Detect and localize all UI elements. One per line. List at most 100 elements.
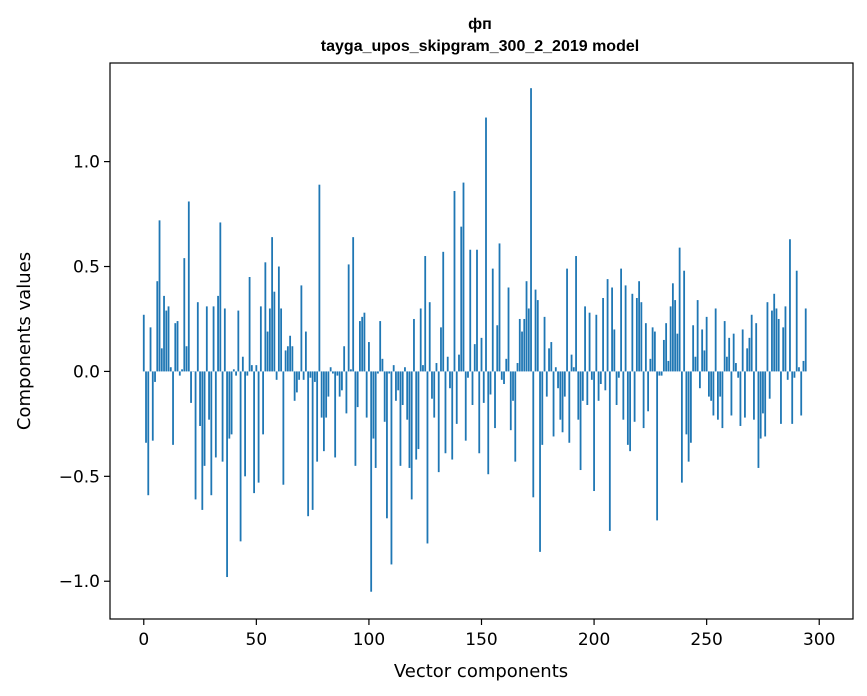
bar (208, 371, 210, 420)
x-tick-label: 200 (578, 630, 610, 650)
bar (566, 268, 568, 372)
bar (568, 371, 571, 443)
bar (437, 371, 440, 473)
x-axis-label: Vector components (394, 661, 568, 682)
bar (163, 295, 165, 372)
bar (552, 371, 555, 437)
bar (595, 314, 598, 372)
bar (703, 350, 706, 372)
bar (214, 371, 217, 458)
bar (174, 323, 177, 372)
bar (572, 367, 575, 372)
bar (651, 327, 654, 372)
bar (660, 371, 663, 376)
bar (590, 371, 593, 380)
bar (458, 354, 460, 372)
bar (266, 331, 269, 372)
bar (611, 287, 613, 372)
bar (534, 289, 537, 372)
bar (775, 308, 778, 372)
bar (446, 356, 449, 372)
bar (147, 371, 150, 496)
bar (570, 354, 573, 372)
bar (804, 308, 807, 372)
bar (498, 243, 501, 372)
bar (361, 316, 364, 372)
bar (343, 346, 346, 372)
bar (464, 371, 467, 441)
bar (644, 323, 647, 372)
bar (795, 270, 798, 372)
bar (525, 281, 528, 372)
bar (415, 371, 418, 460)
bar (545, 371, 548, 397)
bar (485, 117, 487, 372)
bar (753, 371, 755, 420)
bar (334, 371, 337, 458)
bar (322, 371, 325, 452)
bar (631, 293, 634, 372)
bar (325, 371, 328, 418)
bar (741, 329, 744, 372)
bar (304, 331, 307, 372)
bar (512, 371, 514, 401)
bar (746, 348, 749, 372)
bar (730, 371, 733, 416)
x-tick-label: 150 (465, 630, 497, 650)
bar (658, 371, 661, 376)
bar (509, 371, 512, 431)
bar (667, 360, 670, 372)
bar (750, 314, 753, 372)
bar (676, 333, 679, 372)
bar (248, 277, 251, 372)
bar (347, 264, 350, 372)
bar (800, 371, 803, 416)
bar (178, 371, 181, 376)
x-tick-label: 100 (353, 630, 385, 650)
bar (624, 285, 627, 372)
bar (539, 371, 541, 552)
bar (721, 371, 724, 429)
y-tick-label: −1.0 (59, 572, 100, 592)
bar (449, 371, 451, 389)
bar (588, 312, 591, 372)
bar (701, 329, 704, 372)
bar (165, 310, 168, 372)
bar (597, 371, 600, 401)
bar (487, 371, 490, 475)
bar (226, 371, 228, 578)
bar (219, 222, 222, 372)
bar (442, 251, 445, 372)
bar (757, 371, 760, 468)
bar (649, 358, 652, 372)
bar (250, 365, 253, 372)
bar (626, 371, 629, 445)
bar (685, 371, 688, 435)
bar (548, 348, 550, 372)
bar (687, 371, 690, 462)
bar (671, 283, 674, 372)
bar (705, 316, 708, 372)
bar (381, 358, 384, 372)
bar (422, 365, 424, 372)
bar (559, 371, 562, 420)
bar (435, 363, 438, 372)
bar (223, 308, 226, 372)
bar (744, 371, 746, 418)
bar (782, 327, 785, 372)
bar (295, 371, 298, 393)
bar (187, 201, 190, 372)
bar (210, 371, 213, 496)
bar (536, 300, 539, 372)
bar (759, 371, 762, 439)
bar (151, 371, 154, 441)
bar (431, 371, 433, 399)
bar (543, 316, 546, 372)
bar (777, 318, 780, 372)
bar (717, 371, 719, 420)
bar (471, 371, 474, 405)
bar (557, 371, 559, 389)
bar (368, 342, 370, 372)
bar (541, 371, 544, 445)
bar (217, 295, 219, 372)
